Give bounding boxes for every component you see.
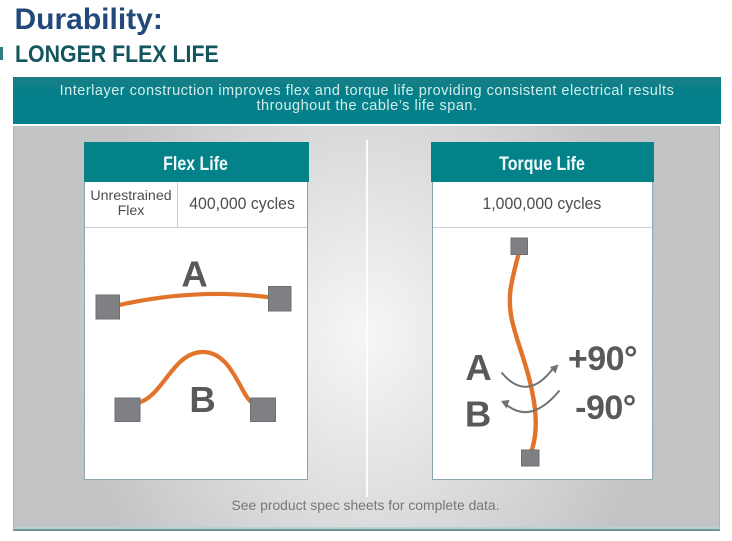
svg-text:-90°: -90° <box>575 389 636 427</box>
svg-text:A: A <box>181 254 207 295</box>
svg-text:+90°: +90° <box>568 340 637 378</box>
svg-text:B: B <box>465 394 491 435</box>
svg-text:B: B <box>189 379 215 420</box>
svg-text:A: A <box>465 347 491 388</box>
